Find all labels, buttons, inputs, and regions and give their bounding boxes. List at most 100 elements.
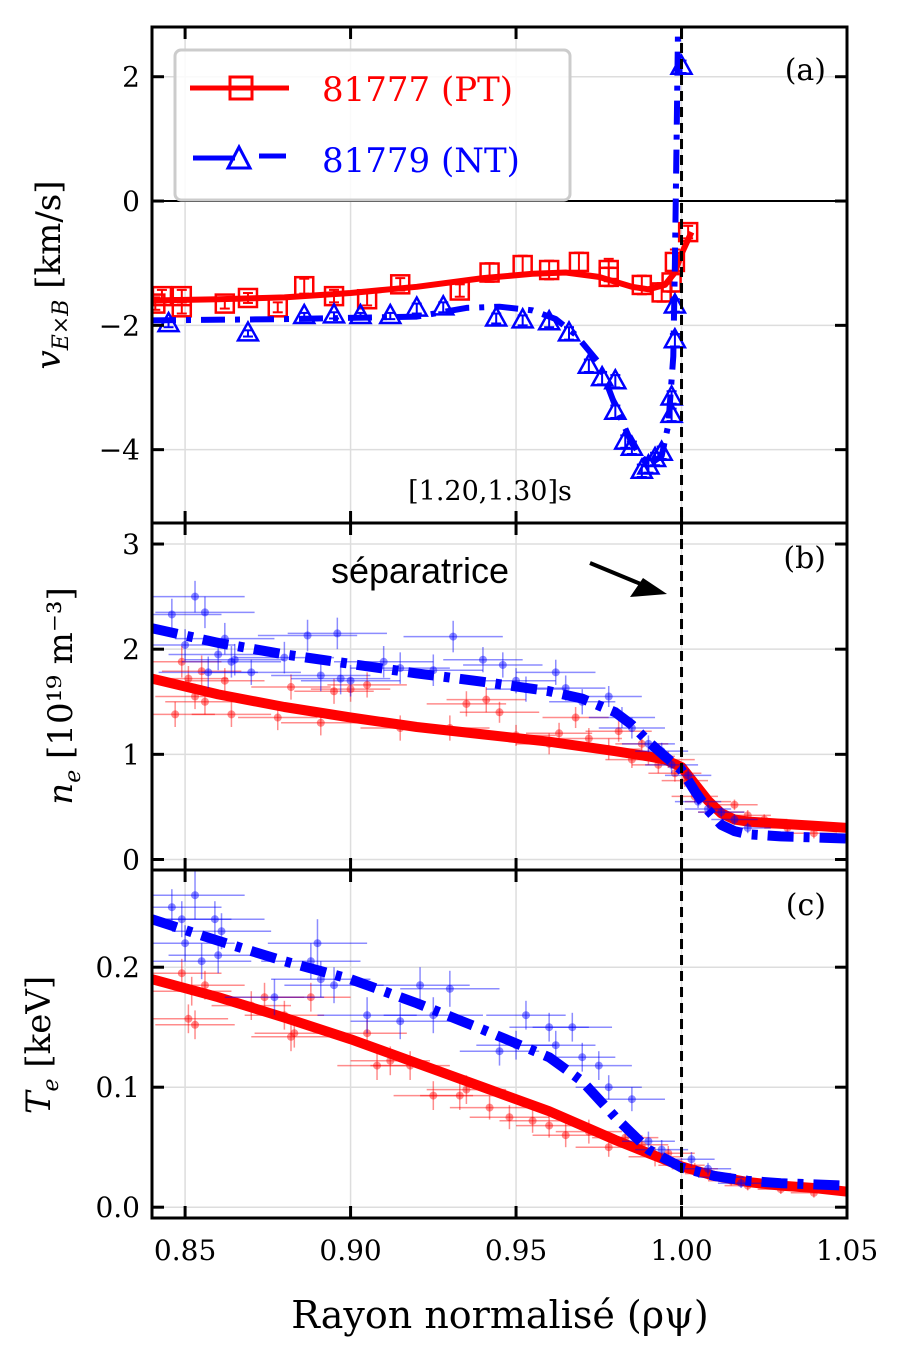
legend: 81777 (PT) 81779 (NT) [173,48,572,202]
data-point [214,951,223,960]
data-point-triangle [348,302,373,325]
data-point [627,1095,636,1104]
y-tick-label: 0 [122,185,140,218]
data-point-triangle [484,304,509,327]
data-point [429,1091,438,1100]
data-point [303,631,312,640]
data-point [184,1014,193,1023]
svg-text:ne [10¹⁹ m⁻³]: ne [10¹⁹ m⁻³] [41,587,86,804]
data-point [637,739,646,748]
separatrix-arrow [589,561,667,597]
y-tick-label: −2 [99,309,140,342]
data-point [290,1029,299,1038]
data-point [273,713,282,722]
panel-c-ylabel-main: T [19,1089,59,1114]
data-point [498,660,507,669]
data-point [449,632,458,641]
data-point [604,1143,613,1152]
data-point [561,1131,570,1140]
svg-text:Te [keV]: Te [keV] [19,976,64,1114]
data-point [333,629,342,638]
data-point [416,981,425,990]
data-point [594,1061,603,1070]
data-point-square [389,274,411,295]
panel-b-density: 3 2 1 0 (b) séparatrice ne [10¹⁹ m⁻³] [41,521,849,876]
data-point [316,671,325,680]
panel-b-ylabel-sub: e [61,770,86,783]
panel-c-tag: (c) [786,888,826,923]
data-point [551,1041,560,1050]
data-point-square [214,293,236,314]
x-tick-labels: 0.85 0.90 0.95 1.00 1.05 [154,1234,878,1267]
data-point [478,655,487,664]
data-point [181,640,190,649]
panel-b-ylabel-unit: [10¹⁹ m⁻³] [41,587,81,769]
data-point [167,610,176,619]
panel-b-tag: (b) [783,541,826,576]
data-point-triangle [292,302,317,325]
data-point [177,969,186,978]
data-point [505,1113,514,1122]
panel-a-ylabel: vE×B [km/s] [29,181,74,370]
x-axis-label: Rayon normalisé (ρψ) [291,1293,708,1337]
data-point [177,657,186,666]
data-point [482,695,491,704]
data-point [260,993,269,1002]
legend-entry-pt[interactable]: 81777 (PT) [190,70,513,110]
data-point-square [568,251,590,273]
data-point [485,1103,494,1112]
panel-a-marks [152,27,699,480]
data-point [495,1047,504,1056]
x-tick-label: 0.90 [319,1234,381,1267]
data-point [704,1164,712,1173]
data-point-square [479,262,500,283]
data-point [200,697,209,706]
data-point [316,718,325,727]
data-point [667,760,676,769]
data-point [270,993,279,1002]
data-point [568,1023,577,1032]
series-pt-b [152,646,847,839]
panel-c-marks [152,871,847,1198]
data-point [717,808,726,817]
y-tick-label: 0.1 [95,1071,140,1104]
x-tick-label: 0.85 [154,1234,216,1267]
data-point [181,939,190,948]
series-nt-a [152,27,694,480]
data-point [363,1011,372,1020]
panel-b-ylabel-main: n [41,783,81,805]
data-point [330,687,339,696]
data-point [445,984,454,993]
data-point [227,657,236,666]
series-pt-a [152,221,699,318]
x-tick-label: 1.00 [650,1234,712,1267]
data-point [167,903,176,912]
data-point-triangle [321,301,347,324]
panel-b-ylabel: ne [10¹⁹ m⁻³] [41,587,86,804]
legend-label-nt: 81779 (NT) [322,141,520,181]
fit-line-pt [152,230,695,304]
data-point [230,655,239,664]
data-point [644,1137,653,1146]
series-nt-c [152,871,847,1191]
series-nt-b [152,580,847,844]
data-point [247,668,256,677]
data-point [528,1116,537,1125]
data-point [220,676,229,685]
data-point [227,710,236,719]
data-point [462,1085,471,1094]
data-point-triangle [629,457,654,480]
legend-entry-nt[interactable]: 81779 (NT) [193,141,520,181]
data-point [363,680,372,689]
data-point [373,1061,382,1070]
separatrix-label: séparatrice [331,550,509,591]
panel-a-ylabel-sub: E×B [49,300,74,352]
data-point [184,674,193,683]
fit-line-pt [152,974,847,1197]
panel-c-ylabel: Te [keV] [19,976,64,1114]
data-point-square [152,293,166,314]
data-point [316,975,325,984]
y-tick-label: 0.0 [95,1191,140,1224]
panel-c-ylabel-sub: e [39,1078,64,1091]
y-tick-label: 2 [122,61,140,94]
